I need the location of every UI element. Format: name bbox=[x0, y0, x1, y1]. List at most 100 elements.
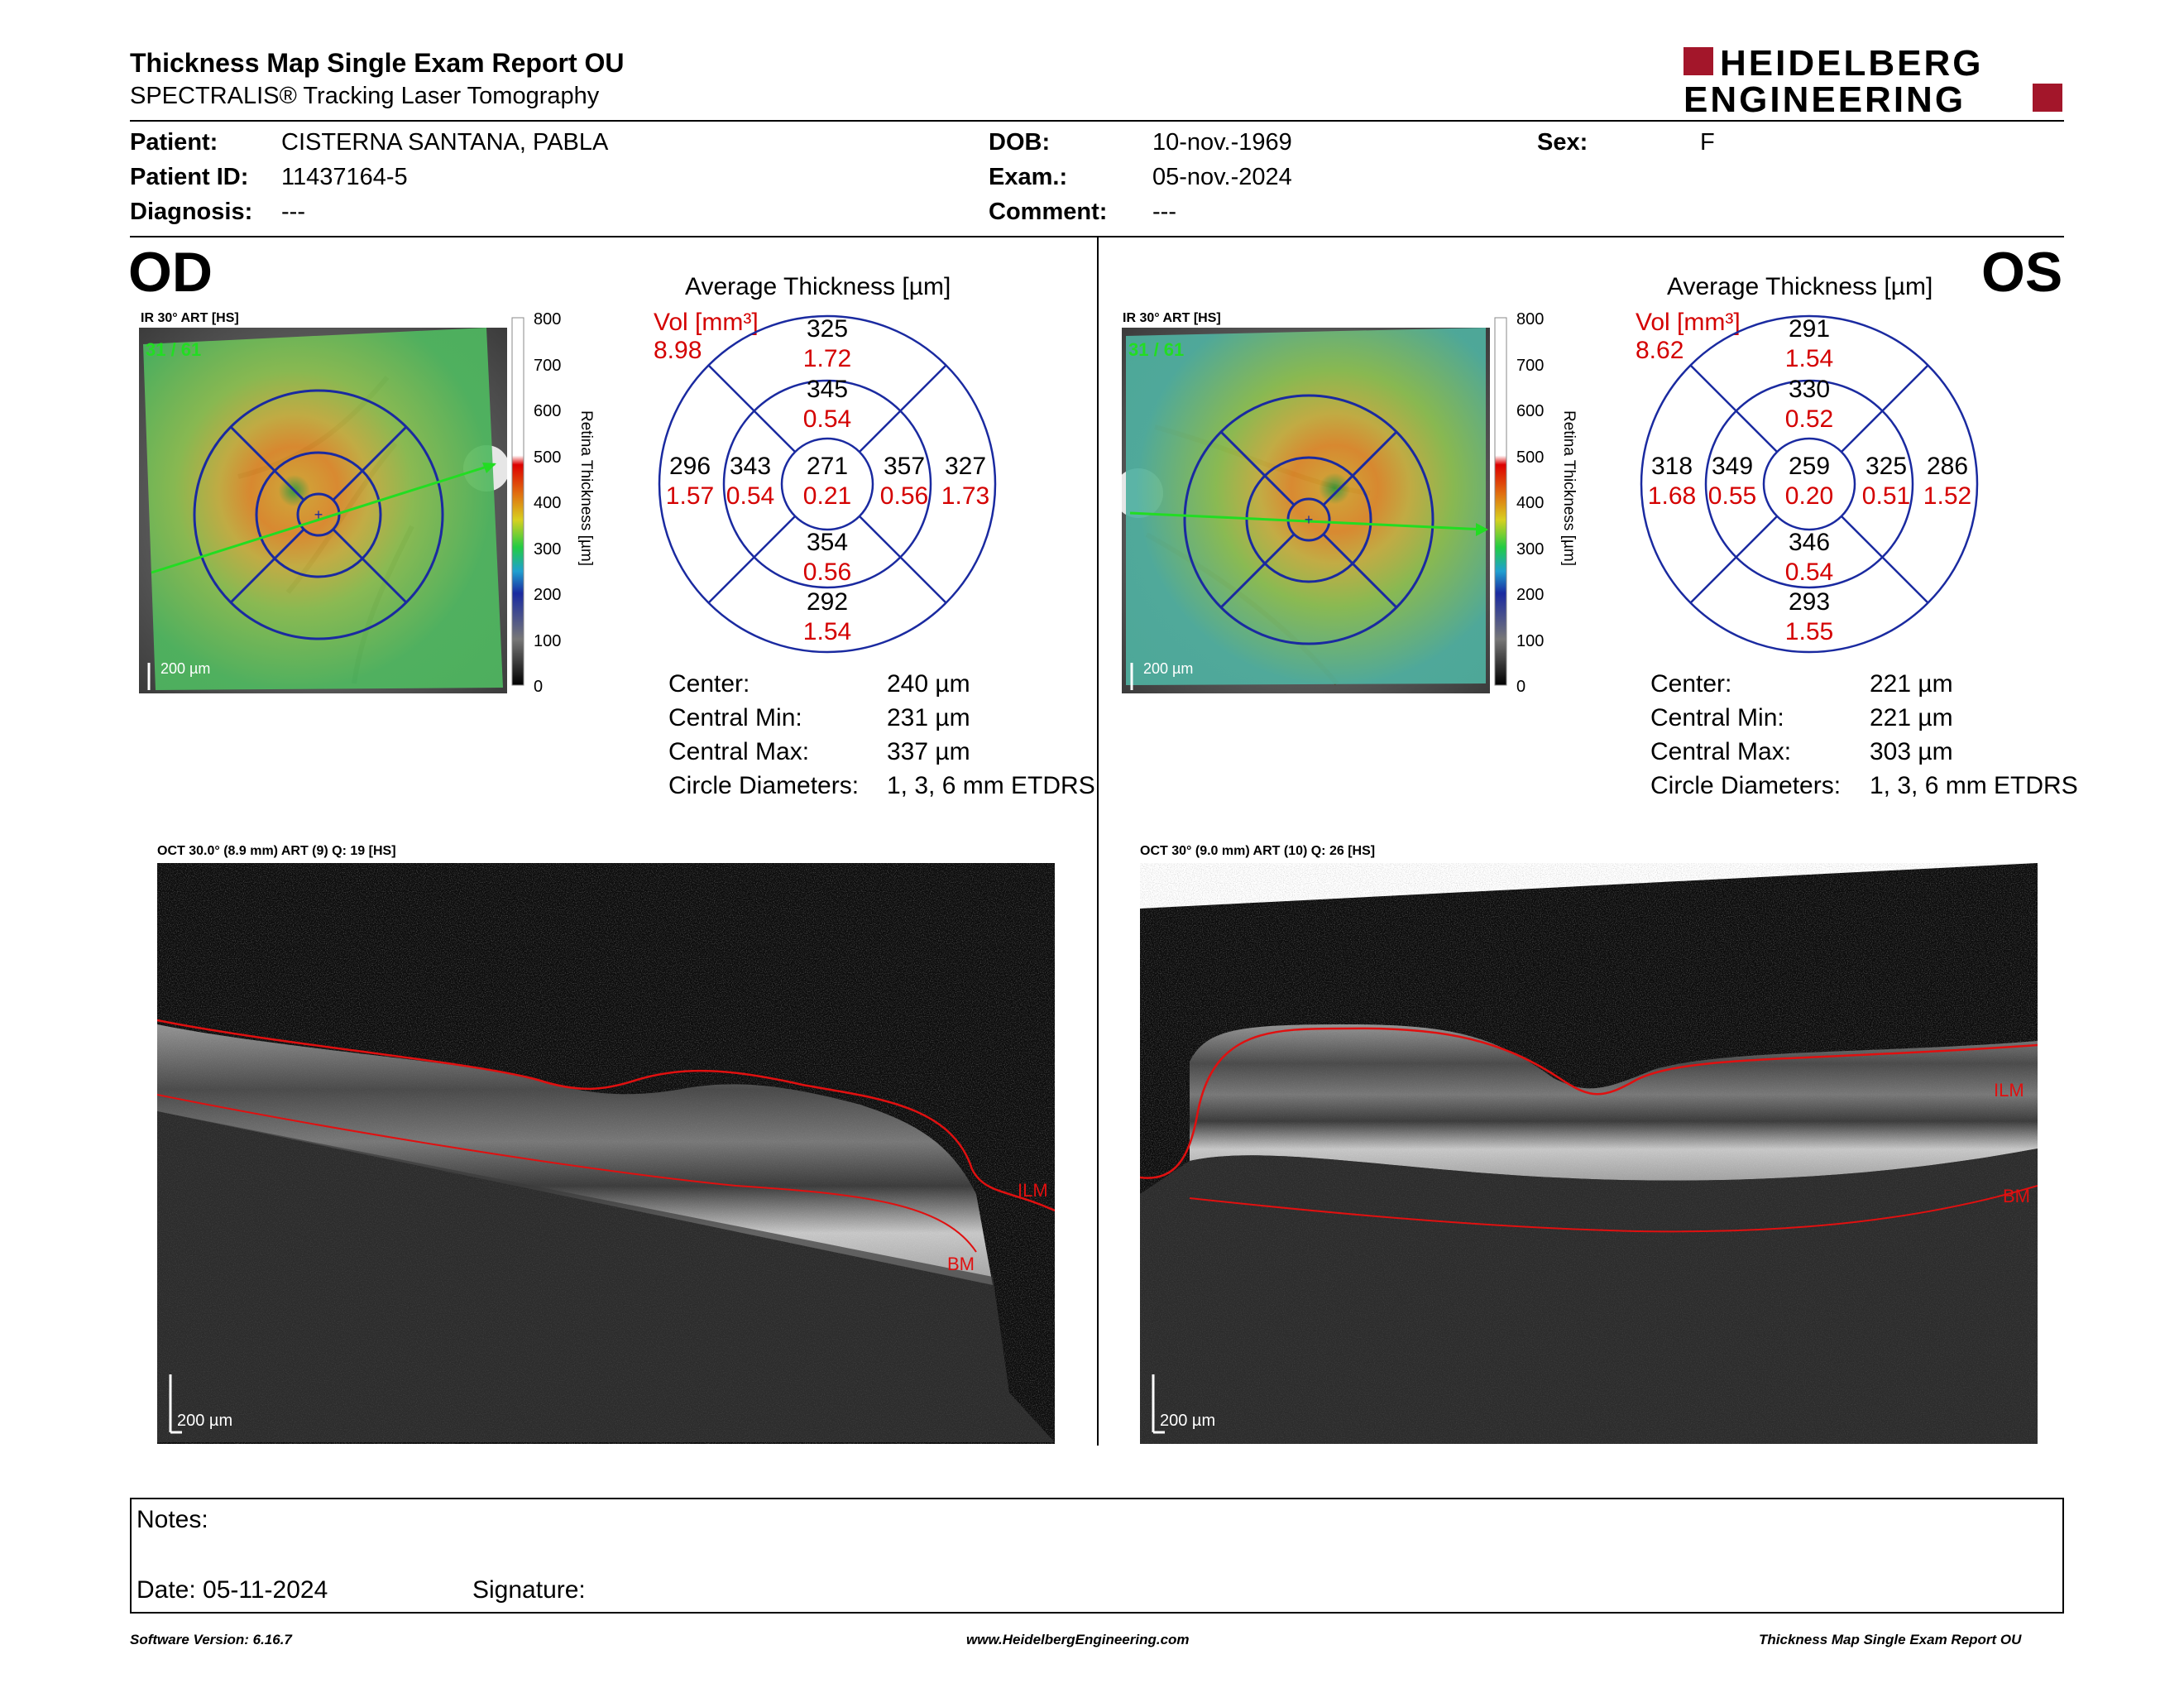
logo-line2: ENGINEERING bbox=[1684, 79, 1966, 115]
od-oct-scale: 200 µm bbox=[177, 1412, 232, 1430]
svg-text:700: 700 bbox=[534, 357, 561, 375]
date-label: Date: 05-11-2024 bbox=[136, 1576, 328, 1604]
exam-label: Exam.: bbox=[989, 164, 1068, 190]
svg-text:293: 293 bbox=[1789, 588, 1830, 616]
svg-text:+: + bbox=[314, 506, 323, 523]
exam-value: 05-nov.-2024 bbox=[1152, 164, 1292, 190]
dob-label: DOB: bbox=[989, 129, 1051, 156]
svg-text:0.52: 0.52 bbox=[1785, 405, 1833, 433]
svg-text:0.55: 0.55 bbox=[1708, 482, 1756, 510]
notes-box[interactable]: Notes: Date: 05-11-2024 Signature: bbox=[130, 1498, 2064, 1614]
od-min-label: Central Min: bbox=[668, 704, 802, 731]
os-etdrs-title: Average Thickness [µm] bbox=[1667, 273, 1933, 300]
svg-text:600: 600 bbox=[534, 402, 561, 420]
os-max-value: 303 µm bbox=[1870, 738, 1953, 765]
od-bm-label: BM bbox=[947, 1254, 975, 1274]
svg-text:0.20: 0.20 bbox=[1785, 482, 1833, 510]
os-circles-label: Circle Diameters: bbox=[1650, 772, 1842, 799]
os-bm-label: BM bbox=[2003, 1186, 2030, 1206]
od-colorbar-title: Retina Thickness [µm] bbox=[577, 410, 595, 566]
report-title: Thickness Map Single Exam Report OU bbox=[130, 48, 625, 78]
svg-text:346: 346 bbox=[1789, 529, 1830, 556]
od-fundus-scale: 200 µm bbox=[160, 660, 210, 677]
svg-text:1.68: 1.68 bbox=[1648, 482, 1696, 510]
svg-text:345: 345 bbox=[807, 376, 848, 403]
svg-text:0.54: 0.54 bbox=[726, 482, 774, 510]
od-fundus-image: + 31 / 61 200 µm bbox=[139, 328, 510, 693]
svg-text:292: 292 bbox=[807, 588, 848, 616]
patient-id-label: Patient ID: bbox=[130, 164, 249, 190]
od-vol-total: 8.98 bbox=[654, 337, 702, 364]
svg-text:0.54: 0.54 bbox=[1785, 559, 1833, 586]
od-oct-label: OCT 30.0° (8.9 mm) ART (9) Q: 19 [HS] bbox=[157, 844, 396, 858]
svg-text:343: 343 bbox=[730, 453, 771, 480]
svg-text:325: 325 bbox=[807, 315, 848, 343]
svg-text:0: 0 bbox=[1516, 678, 1525, 693]
os-vol-total: 8.62 bbox=[1636, 337, 1684, 364]
svg-text:0.56: 0.56 bbox=[803, 559, 851, 586]
heidelberg-logo: HEIDELBERG ENGINEERING bbox=[1684, 43, 2064, 120]
svg-text:330: 330 bbox=[1789, 376, 1830, 403]
svg-text:700: 700 bbox=[1516, 357, 1544, 375]
os-ilm-label: ILM bbox=[1994, 1080, 2024, 1101]
notes-label: Notes: bbox=[136, 1506, 208, 1533]
dob-value: 10-nov.-1969 bbox=[1152, 129, 1292, 156]
svg-text:296: 296 bbox=[669, 453, 711, 480]
od-ir-label: IR 30° ART [HS] bbox=[141, 311, 239, 325]
od-max-label: Central Max: bbox=[668, 738, 810, 765]
svg-text:1.57: 1.57 bbox=[666, 482, 714, 510]
od-oct-bscan: ILM BM 200 µm bbox=[156, 863, 1056, 1444]
os-oct-scale: 200 µm bbox=[1160, 1412, 1215, 1430]
patient-value: CISTERNA SANTANA, PABLA bbox=[281, 129, 609, 156]
os-colorbar-title: Retina Thickness [µm] bbox=[1560, 410, 1578, 566]
od-max-value: 337 µm bbox=[887, 738, 970, 765]
svg-text:1.54: 1.54 bbox=[803, 618, 851, 645]
svg-text:0.21: 0.21 bbox=[803, 482, 851, 510]
report-subtitle: SPECTRALIS® Tracking Laser Tomography bbox=[130, 83, 600, 109]
os-fundus-scale: 200 µm bbox=[1143, 660, 1193, 677]
svg-text:259: 259 bbox=[1789, 453, 1830, 480]
svg-text:1.73: 1.73 bbox=[941, 482, 989, 510]
os-etdrs-chart: 291 1.54 330 0.52 318 1.68 349 0.55 259 … bbox=[1640, 310, 1987, 658]
website-link[interactable]: www.HeidelbergEngineering.com bbox=[966, 1632, 1190, 1647]
od-circles-value: 1, 3, 6 mm ETDRS bbox=[887, 772, 1095, 799]
svg-text:349: 349 bbox=[1712, 453, 1753, 480]
os-center-value: 221 µm bbox=[1870, 670, 1953, 698]
svg-text:100: 100 bbox=[1516, 632, 1544, 650]
os-center-label: Center: bbox=[1650, 670, 1732, 698]
od-center-label: Center: bbox=[668, 670, 750, 698]
os-oct-bscan: ILM BM 200 µm bbox=[1139, 863, 2038, 1444]
od-colorbar: 800 700 600 500 400 300 200 100 0 Retina… bbox=[510, 310, 610, 696]
comment-value: --- bbox=[1152, 199, 1176, 225]
signature-label: Signature: bbox=[472, 1576, 586, 1604]
od-etdrs-title: Average Thickness [µm] bbox=[685, 273, 951, 300]
svg-text:1.72: 1.72 bbox=[803, 345, 851, 372]
diagnosis-label: Diagnosis: bbox=[130, 199, 253, 225]
os-fundus-image: + 31 / 61 200 µm bbox=[1114, 328, 1490, 693]
svg-text:+: + bbox=[1305, 511, 1314, 528]
od-min-value: 231 µm bbox=[887, 704, 970, 731]
od-frame-label: 31 / 61 bbox=[146, 339, 201, 360]
svg-text:271: 271 bbox=[807, 453, 848, 480]
svg-text:200: 200 bbox=[534, 586, 561, 604]
od-center-value: 240 µm bbox=[887, 670, 970, 698]
od-etdrs-chart: 325 1.72 345 0.54 296 1.57 343 0.54 271 … bbox=[658, 310, 1005, 658]
od-ilm-label: ILM bbox=[1018, 1180, 1048, 1201]
svg-text:200: 200 bbox=[1516, 586, 1544, 604]
sex-label: Sex: bbox=[1537, 129, 1588, 156]
patient-id-value: 11437164-5 bbox=[281, 164, 408, 190]
comment-label: Comment: bbox=[989, 199, 1108, 225]
od-circles-label: Circle Diameters: bbox=[668, 772, 860, 799]
svg-text:0.56: 0.56 bbox=[880, 482, 928, 510]
svg-text:300: 300 bbox=[1516, 540, 1544, 559]
os-min-label: Central Min: bbox=[1650, 704, 1784, 731]
svg-text:0: 0 bbox=[534, 678, 543, 693]
svg-text:800: 800 bbox=[534, 313, 561, 328]
svg-text:400: 400 bbox=[1516, 494, 1544, 512]
svg-text:1.54: 1.54 bbox=[1785, 345, 1833, 372]
svg-text:357: 357 bbox=[884, 453, 925, 480]
svg-text:0.54: 0.54 bbox=[803, 405, 851, 433]
os-min-value: 221 µm bbox=[1870, 704, 1953, 731]
os-oct-label: OCT 30° (9.0 mm) ART (10) Q: 26 [HS] bbox=[1140, 844, 1376, 858]
os-eye-label: OS bbox=[1981, 241, 2063, 304]
